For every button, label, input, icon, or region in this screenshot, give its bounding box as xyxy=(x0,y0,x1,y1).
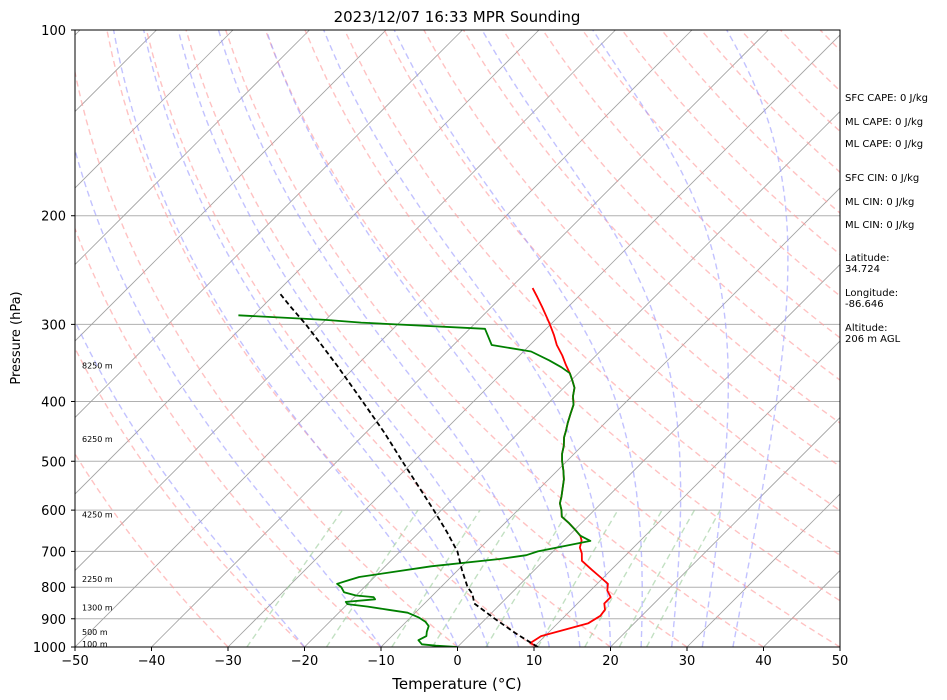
moist-adiabat-line xyxy=(323,30,612,647)
x-tick-label: 20 xyxy=(602,654,619,669)
moist-adiabat-line xyxy=(265,30,581,647)
isotherm-line xyxy=(75,30,310,266)
mixing-ratio-line xyxy=(391,509,481,647)
dry-adiabat-line xyxy=(225,30,764,647)
moist-adiabat-line xyxy=(75,147,382,647)
series-lines xyxy=(238,287,612,647)
mixing-ratio-line xyxy=(618,509,696,647)
x-tick-label: −50 xyxy=(61,654,88,669)
x-tick-label: −10 xyxy=(367,654,394,669)
dry-adiabat-line xyxy=(75,452,229,647)
isotherm-line xyxy=(304,110,840,647)
height-label: 500 m xyxy=(82,628,108,637)
height-label: 2250 m xyxy=(82,575,113,584)
moist-adiabat-line xyxy=(112,30,459,647)
x-tick-label: −20 xyxy=(291,654,318,669)
ml-cin-text-2: ML CIN: 0 J/kg xyxy=(845,220,915,231)
dry-adiabat-line xyxy=(343,30,840,556)
dry-adiabat-line xyxy=(75,226,382,647)
chart-title: 2023/12/07 16:33 MPR Sounding xyxy=(334,8,581,26)
dry-adiabat-line xyxy=(145,30,611,647)
isotherm-line xyxy=(75,30,616,572)
isotherm-line xyxy=(151,30,769,647)
latitude-text: Latitude: 34.724 xyxy=(845,253,890,275)
mixing-ratio-line xyxy=(431,509,519,647)
x-ticks: −50 −40 −30 −20 −10 0 10 20 30 40 50 xyxy=(61,647,848,669)
x-tick-label: 40 xyxy=(755,654,772,669)
moist-adiabat-line xyxy=(481,30,682,647)
height-label: 6250 m xyxy=(82,435,113,444)
isotherm-line xyxy=(75,30,234,189)
mixing-ratio-line xyxy=(485,509,570,647)
moist-adiabat-line xyxy=(217,30,550,647)
ml-cape-text-2: ML CAPE: 0 J/kg xyxy=(845,139,924,150)
dry-adiabat-line xyxy=(185,30,688,647)
y-tick-label: 600 xyxy=(41,504,66,519)
mixing-ratio-line xyxy=(537,509,619,647)
y-tick-label: 1000 xyxy=(33,641,66,656)
isotherm-line xyxy=(610,416,840,647)
y-ticks: 100 200 300 400 500 600 700 800 900 1000 xyxy=(33,24,75,656)
ml-cin-text: ML CIN: 0 J/kg xyxy=(845,197,915,208)
background-lines xyxy=(0,30,947,647)
isotherm-line xyxy=(380,187,840,647)
height-label: 100 m xyxy=(82,640,108,649)
y-tick-label: 900 xyxy=(41,613,66,628)
dry-adiabat-line xyxy=(75,68,458,647)
x-tick-label: −40 xyxy=(138,654,165,669)
dry-adiabat-line xyxy=(939,30,947,647)
moist-adiabat-line xyxy=(177,30,520,647)
altitude-text: Altitude: 206 m AGL xyxy=(845,323,901,345)
x-axis-label: Temperature (°C) xyxy=(391,675,521,693)
dry-adiabat-line xyxy=(423,30,840,468)
height-labels: 100 m 500 m 1300 m 2250 m 4250 m 6250 m 8250 m xyxy=(82,362,113,649)
x-tick-label: 50 xyxy=(832,654,849,669)
ml-cape-text: ML CAPE: 0 J/kg xyxy=(845,117,924,128)
y-axis-label: Pressure (hPa) xyxy=(9,291,24,384)
isotherm-line xyxy=(75,30,387,342)
isotherm-line xyxy=(75,30,693,647)
y-tick-label: 700 xyxy=(41,545,66,560)
isotherm-line xyxy=(75,30,463,419)
x-tick-label: 10 xyxy=(526,654,543,669)
mixing-ratio-line xyxy=(645,509,721,647)
y-tick-label: 400 xyxy=(41,395,66,410)
longitude-text: Longitude: -86.646 xyxy=(845,288,899,310)
y-tick-label: 100 xyxy=(41,24,66,39)
dry-adiabat-line xyxy=(264,30,840,647)
parcel-path-line xyxy=(278,292,539,647)
height-label: 1300 m xyxy=(82,604,113,613)
moist-adiabat-line xyxy=(592,30,729,647)
y-tick-label: 500 xyxy=(41,455,66,470)
isotherm-line xyxy=(227,34,840,647)
moist-adiabat-line xyxy=(726,30,789,647)
mixing-ratio-line xyxy=(584,509,663,647)
x-tick-label: −30 xyxy=(214,654,241,669)
dry-adiabat-line xyxy=(106,30,535,647)
mixing-ratio-line xyxy=(325,509,419,647)
dry-adiabat-line xyxy=(75,346,305,647)
height-label: 8250 m xyxy=(82,362,113,371)
height-label: 4250 m xyxy=(82,511,113,520)
y-tick-label: 300 xyxy=(41,318,66,333)
dry-adiabat-line xyxy=(383,30,840,512)
isotherm-line xyxy=(686,493,840,647)
temperature-line xyxy=(529,287,612,647)
y-tick-label: 200 xyxy=(41,210,66,225)
mixing-ratio-line xyxy=(246,509,344,647)
y-tick-label: 800 xyxy=(41,581,66,596)
sfc-cin-text: SFC CIN: 0 J/kg xyxy=(845,173,920,184)
isotherm-line xyxy=(0,30,4,647)
moist-adiabat-line xyxy=(393,30,643,647)
dry-adiabat-line xyxy=(304,30,840,602)
x-tick-label: 0 xyxy=(453,654,461,669)
isotherm-line xyxy=(75,30,540,495)
sfc-cape-text: SFC CAPE: 0 J/kg xyxy=(845,93,928,104)
x-tick-label: 30 xyxy=(679,654,696,669)
dewpoint-line xyxy=(238,314,592,647)
isotherm-line xyxy=(533,340,840,647)
